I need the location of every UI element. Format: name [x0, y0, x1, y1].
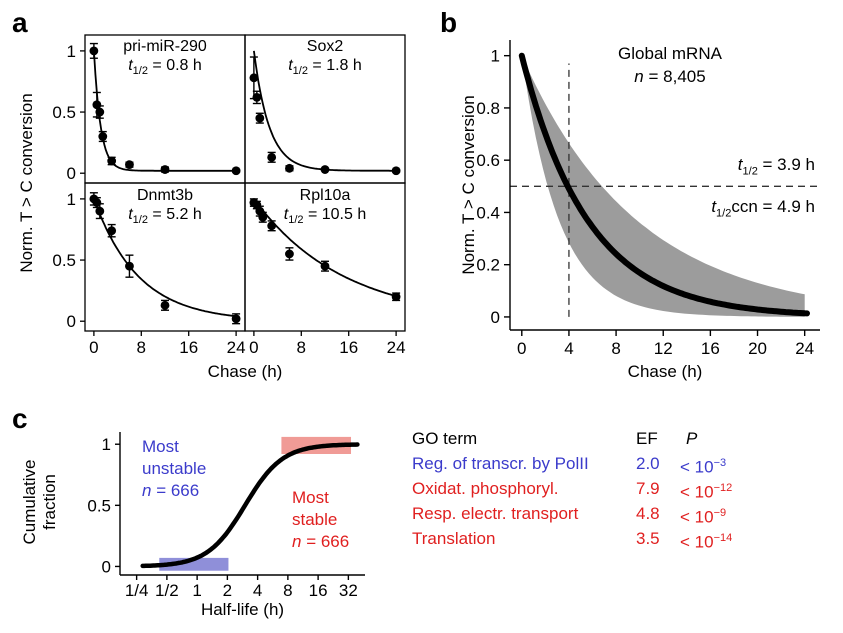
- go-term-cell: Translation: [412, 529, 496, 548]
- panel-c-y-axis-label-line2: fraction: [40, 474, 59, 530]
- panel-a-y-axis-label: Norm. T > C conversion: [17, 93, 36, 273]
- panel-c-y-axis-label: Cumulative fraction: [20, 459, 60, 544]
- panel-b-x-axis-label: Chase (h): [627, 362, 703, 381]
- svg-text:8: 8: [297, 338, 306, 357]
- svg-text:1: 1: [102, 435, 111, 454]
- go-ef-cell: 4.8: [636, 504, 660, 523]
- gene-name: Dnmt3b: [136, 187, 194, 204]
- go-ef-cell: 7.9: [636, 479, 660, 498]
- svg-text:0.5: 0.5: [52, 103, 76, 122]
- panel-c-x-axis-label: Half-life (h): [200, 600, 285, 619]
- subplot-title-pri-mir-290: pri-miR-290 t1/2 = 0.8 h: [85, 37, 245, 81]
- half-life-value: t1/2 = 5.2 h: [128, 206, 202, 227]
- most-unstable-label: Most unstable n = 666: [142, 437, 207, 500]
- gene-name: pri-miR-290: [123, 38, 207, 55]
- go-table-header: GO term EF P: [412, 426, 770, 451]
- svg-text:20: 20: [748, 339, 767, 358]
- go-p-cell: < 10−12: [680, 482, 733, 502]
- unstable-n-label: n = 666: [142, 481, 200, 500]
- svg-text:0: 0: [491, 308, 500, 327]
- svg-text:1: 1: [192, 581, 201, 600]
- panel-c-chart: 1/4 1/2 1 2 4 8 16 32 0 0.5 1: [87, 432, 365, 600]
- svg-text:32: 32: [339, 581, 358, 600]
- svg-text:1/2: 1/2: [155, 581, 179, 600]
- svg-text:24: 24: [795, 339, 814, 358]
- subplot-title-sox2: Sox2 t1/2 = 1.8 h: [245, 37, 405, 81]
- go-row-0: Reg. of transcr. by PolII 2.0 < 10−3: [412, 451, 770, 477]
- go-ef-cell: 2.0: [636, 454, 660, 473]
- panel-c-y-axis-label-line1: Cumulative: [20, 459, 39, 545]
- svg-text:0.2: 0.2: [476, 256, 500, 275]
- half-life-label: t1/2 = 3.9 h: [737, 155, 815, 178]
- go-term-cell: Reg. of transcr. by PolII: [412, 454, 589, 473]
- subplot-title-dnmt3b: Dnmt3b t1/2 = 5.2 h: [85, 186, 245, 230]
- svg-text:1: 1: [67, 190, 76, 209]
- svg-text:12: 12: [654, 339, 673, 358]
- go-p-cell: < 10−9: [680, 507, 727, 527]
- most-stable-label: Most stable n = 666: [292, 488, 350, 551]
- half-life-value: t1/2 = 1.8 h: [288, 57, 362, 78]
- go-row-3: Translation 3.5 < 10−14: [412, 526, 770, 552]
- go-header-p: P: [686, 429, 698, 448]
- stable-n-label: n = 666: [292, 532, 350, 551]
- svg-text:0: 0: [67, 312, 76, 331]
- go-row-1: Oxidat. phosphoryl. 7.9 < 10−12: [412, 476, 770, 502]
- gene-name: Rpl10a: [299, 187, 351, 204]
- subplot-title-rpl10a: Rpl10a t1/2 = 10.5 h: [245, 186, 405, 230]
- svg-text:1/4: 1/4: [125, 581, 149, 600]
- panel-a-letter: a: [12, 7, 28, 38]
- go-term-table: GO term EF P Reg. of transcr. by PolII 2…: [412, 426, 770, 552]
- global-mrna-label: Global mRNA: [618, 44, 722, 63]
- go-header-term: GO term: [412, 429, 478, 448]
- go-p-cell: < 10−3: [680, 457, 727, 477]
- svg-text:0.8: 0.8: [476, 99, 500, 118]
- svg-text:0: 0: [102, 557, 111, 576]
- half-life-value: t1/2 = 10.5 h: [283, 206, 367, 227]
- svg-text:0.6: 0.6: [476, 151, 500, 170]
- panel-b-y-axis-label: Norm. T > C conversion: [459, 95, 478, 275]
- svg-text:4: 4: [253, 581, 262, 600]
- svg-text:16: 16: [339, 338, 358, 357]
- go-term-cell: Resp. electr. transport: [412, 504, 579, 523]
- svg-text:8: 8: [283, 581, 292, 600]
- svg-text:1: 1: [491, 47, 500, 66]
- panel-b-chart: 0 4 8 12 16 20 24 0 0.2 0.4 0.6 0.8 1: [476, 40, 820, 358]
- svg-text:0.5: 0.5: [87, 496, 111, 515]
- panel-b-letter: b: [440, 7, 458, 38]
- svg-text:0.5: 0.5: [52, 251, 76, 270]
- svg-text:4: 4: [564, 339, 573, 358]
- go-ef-cell: 3.5: [636, 529, 660, 548]
- global-mrna-n-label: n = 8,405: [634, 67, 706, 86]
- svg-text:16: 16: [309, 581, 328, 600]
- svg-text:1: 1: [67, 42, 76, 61]
- svg-text:0: 0: [89, 338, 98, 357]
- svg-text:2: 2: [223, 581, 232, 600]
- svg-text:8: 8: [137, 338, 146, 357]
- svg-text:24: 24: [387, 338, 406, 357]
- go-term-cell: Oxidat. phosphoryl.: [412, 479, 559, 498]
- svg-text:16: 16: [179, 338, 198, 357]
- svg-text:0: 0: [249, 338, 258, 357]
- gene-name: Sox2: [306, 38, 344, 55]
- go-header-ef: EF: [636, 429, 658, 448]
- go-p-cell: < 10−14: [680, 532, 733, 552]
- svg-text:24: 24: [227, 338, 246, 357]
- panel-a-x-axis-label: Chase (h): [207, 362, 283, 381]
- svg-text:16: 16: [701, 339, 720, 358]
- svg-text:0.4: 0.4: [476, 203, 500, 222]
- panel-c-letter: c: [12, 403, 28, 434]
- svg-text:0: 0: [517, 339, 526, 358]
- go-row-2: Resp. electr. transport 4.8 < 10−9: [412, 501, 770, 527]
- half-life-value: t1/2 = 0.8 h: [128, 57, 202, 78]
- svg-text:8: 8: [611, 339, 620, 358]
- half-life-ccn-label: t1/2ccn = 4.9 h: [711, 197, 815, 220]
- svg-text:0: 0: [67, 164, 76, 183]
